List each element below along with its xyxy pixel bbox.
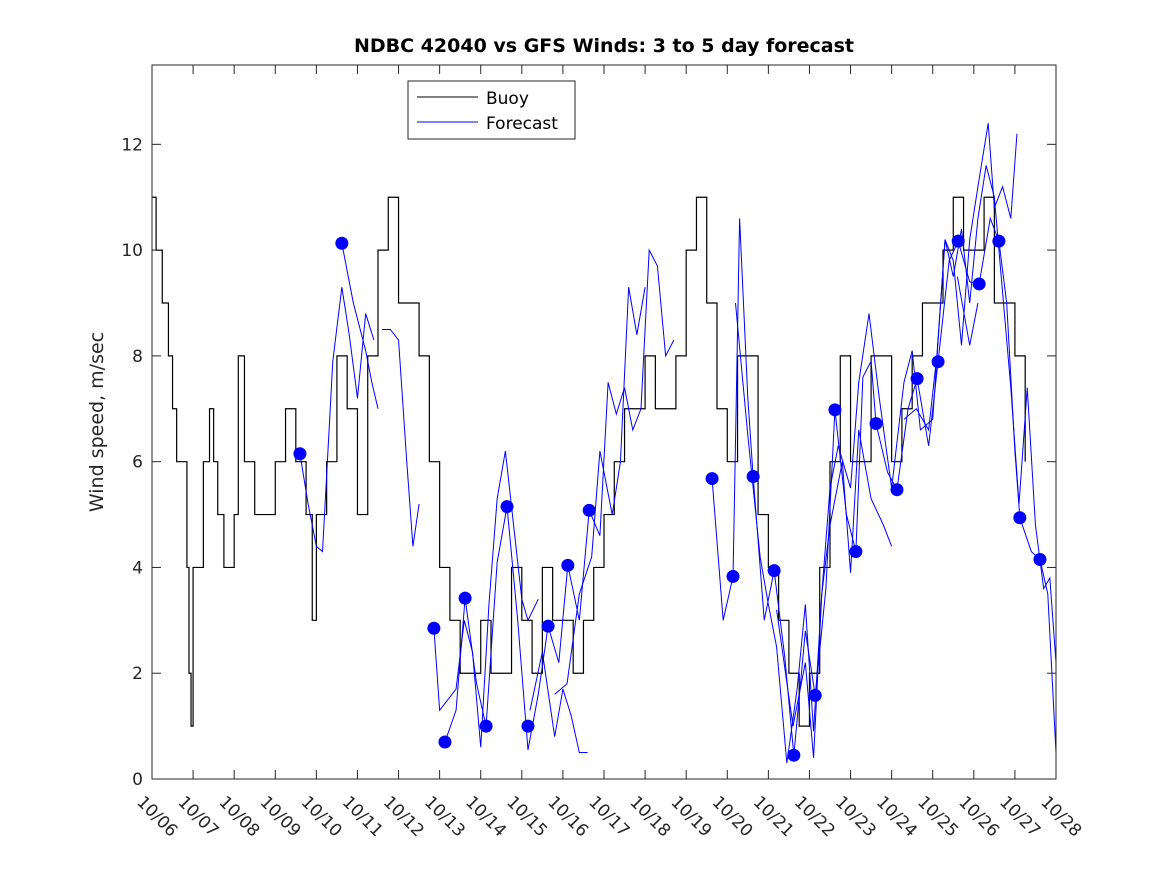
x-tick-label: 10/25 [913,792,962,841]
forecast-line [529,651,588,754]
x-tick-label: 10/07 [174,792,223,841]
x-tick-label: 10/15 [502,792,551,841]
y-tick-label: 4 [132,558,143,578]
forecast-marker [293,447,307,461]
forecast-line [433,451,539,748]
legend-buoy-label: Buoy [486,89,529,109]
y-tick-label: 2 [132,664,143,684]
forecast-line [382,328,420,547]
x-tick-label: 10/06 [132,792,181,841]
forecast-marker [849,545,863,559]
forecast-marker [931,355,945,369]
x-tick-label: 10/08 [215,792,264,841]
forecast-marker [972,277,986,291]
forecast-marker [705,472,719,486]
forecast-marker [992,234,1006,248]
forecast-marker [808,688,822,702]
forecast-line [554,287,646,695]
forecast-marker [828,403,842,417]
legend-forecast-label: Forecast [486,114,558,134]
forecast-marker [1033,553,1047,567]
forecast-marker [726,569,740,583]
y-tick-label: 10 [121,241,143,261]
forecast-marker [427,621,441,635]
x-tick-label: 10/23 [831,792,880,841]
forecast-marker [951,234,965,248]
y-tick-label: 8 [132,347,143,367]
x-tick-label: 10/10 [297,792,346,841]
legend-box [407,80,576,140]
forecast-marker [458,591,472,605]
x-tick-label: 10/14 [461,792,510,841]
forecast-line [299,287,375,553]
forecast-line [711,216,1056,756]
forecast-line [903,165,1056,663]
y-tick-label: 12 [121,135,143,155]
x-tick-label: 10/22 [790,792,839,841]
chart-title: NDBC 42040 vs GFS Winds: 3 to 5 day fore… [354,35,854,57]
forecast-marker [787,748,801,762]
axes: 10/0610/0710/0810/0910/1010/1110/1210/13… [121,64,1085,841]
plot-clip [152,123,1056,764]
forecast-line [444,248,675,751]
x-tick-label: 10/09 [256,792,305,841]
x-tick-label: 10/20 [708,792,757,841]
forecast-marker [746,469,760,483]
x-tick-label: 10/13 [420,792,469,841]
plot-area [152,123,1056,764]
x-tick-label: 10/12 [379,792,428,841]
forecast-marker [438,735,452,749]
axes-box [151,64,1057,780]
y-axis-label: Wind speed, m/sec [86,332,108,512]
forecast-line [341,243,379,409]
x-tick-label: 10/27 [995,792,1044,841]
forecast-marker [561,558,575,572]
forecast-line [956,276,979,346]
x-tick-label: 10/24 [872,792,921,841]
x-tick-label: 10/26 [954,792,1003,841]
forecast-marker [869,417,883,431]
buoy-line [152,196,1026,727]
legend: Buoy Forecast [407,80,576,140]
x-tick-label: 10/17 [584,792,633,841]
x-tick-label: 10/16 [543,792,592,841]
forecast-marker [541,619,555,633]
forecast-marker [479,719,493,733]
x-tick-label: 10/21 [749,792,798,841]
forecast-marker [335,236,349,250]
x-tick-label: 10/18 [626,792,675,841]
y-tick-label: 0 [132,770,143,790]
forecast-marker [890,483,904,497]
forecast-line [776,429,893,758]
forecast-marker [1013,511,1027,525]
forecast-marker [582,503,596,517]
y-tick-label: 6 [132,453,143,473]
forecast-marker [521,719,535,733]
x-tick-label: 10/28 [1036,792,1085,841]
x-tick-label: 10/11 [338,792,387,841]
x-tick-label: 10/19 [667,792,716,841]
forecast-line [734,123,1018,764]
forecast-marker [500,500,514,514]
forecast-marker [767,564,781,578]
forecast-marker [910,372,924,386]
